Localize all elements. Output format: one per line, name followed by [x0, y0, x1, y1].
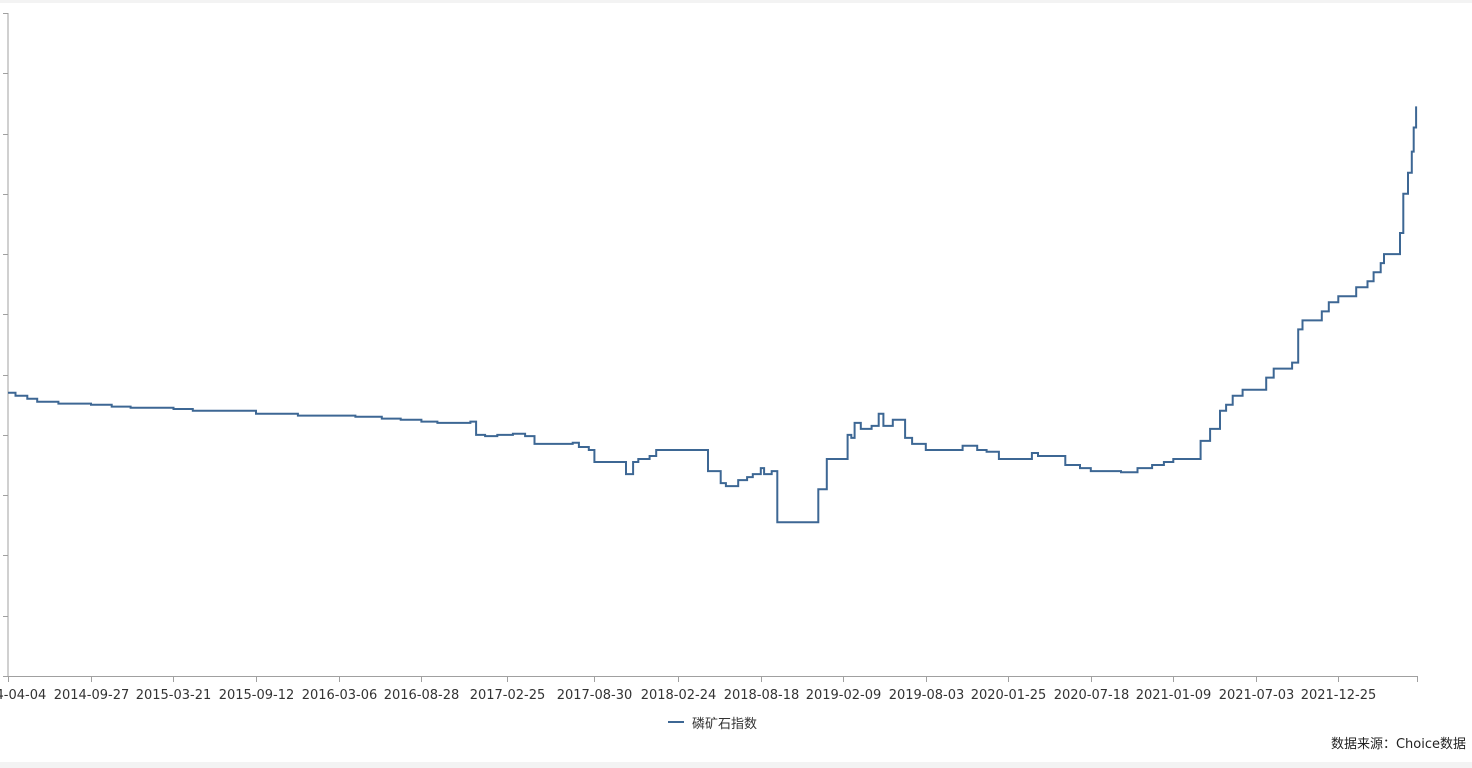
x-tick-label: 2015-09-12: [219, 688, 295, 703]
x-tick-label: 2014-04-04: [0, 688, 46, 703]
x-tick-label: 2018-02-24: [641, 688, 717, 703]
x-tick-label: 2014-09-27: [54, 688, 130, 703]
x-tick-label: 2020-07-18: [1054, 688, 1130, 703]
x-tick-label: 2021-07-03: [1219, 688, 1295, 703]
x-tick-label: 2015-03-21: [136, 688, 212, 703]
x-tick-label: 2016-08-28: [384, 688, 460, 703]
x-tick-label: 2021-12-25: [1301, 688, 1377, 703]
x-tick-label: 2017-08-30: [557, 688, 633, 703]
legend-label: 磷矿石指数: [692, 716, 758, 732]
top-border: [0, 0, 1472, 3]
source-label: 数据来源：: [1330, 737, 1396, 752]
x-tick-label: 2019-02-09: [806, 688, 882, 703]
data-source-note: 数据来源：Choice数据: [1331, 733, 1466, 752]
x-tick-label: 2018-08-18: [724, 688, 800, 703]
legend: 磷矿石指数: [668, 713, 758, 732]
series-layer: [8, 106, 1418, 524]
y-axis: [3, 13, 9, 677]
x-tick-label: 2020-01-25: [971, 688, 1047, 703]
x-tick-label: 2019-08-03: [889, 688, 965, 703]
x-axis: 2014-04-04 2014-09-27 2015-03-21 2015-09-12…: [0, 676, 1418, 703]
series-line: [8, 106, 1418, 524]
bottom-border: [0, 762, 1472, 768]
x-tick-label: 2017-02-25: [470, 688, 546, 703]
x-tick-label: 2016-03-06: [302, 688, 378, 703]
legend-swatch: [668, 721, 684, 723]
x-tick-label: 2021-01-09: [1136, 688, 1212, 703]
source-value: Choice数据: [1395, 737, 1466, 752]
